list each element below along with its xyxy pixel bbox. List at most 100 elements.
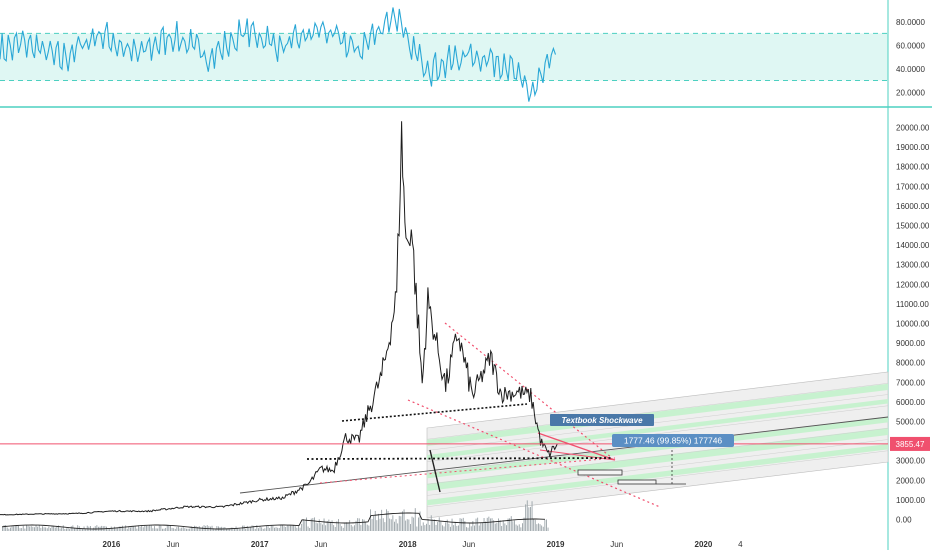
volume-bar <box>454 522 456 531</box>
volume-bar <box>294 526 296 531</box>
volume-bar <box>285 527 287 531</box>
volume-bar <box>45 527 47 531</box>
volume-bar <box>141 525 143 531</box>
x-tick-label: Jun <box>610 540 623 549</box>
volume-bar <box>488 516 490 531</box>
volume-bar <box>533 518 535 531</box>
volume-bar <box>338 519 339 531</box>
volume-bar <box>539 524 541 531</box>
neckline-upper <box>341 403 528 422</box>
volume-bar <box>309 527 311 531</box>
volume-bar <box>520 527 522 531</box>
price-tick-label: 2000.00 <box>896 476 925 485</box>
volume-bars <box>1 500 549 531</box>
volume-bar <box>37 526 39 531</box>
volume-bar <box>461 518 463 531</box>
volume-bar <box>381 509 383 531</box>
volume-bar <box>64 528 66 531</box>
volume-bar <box>323 518 325 531</box>
target-box-1 <box>577 469 623 476</box>
x-tick-label: 2018 <box>399 540 417 549</box>
volume-bar <box>400 516 402 531</box>
volume-bar <box>445 522 447 531</box>
price-tick-label: 1000.00 <box>896 496 925 505</box>
volume-bar <box>443 526 445 531</box>
volume-bar <box>192 527 194 531</box>
volume-bar <box>2 527 3 531</box>
volume-bar <box>546 519 547 531</box>
channel-median-line <box>239 416 889 494</box>
volume-bar <box>328 519 330 531</box>
volume-bar <box>498 518 499 531</box>
volume-bar <box>240 528 242 531</box>
volume-bar <box>458 525 459 531</box>
volume-bar <box>267 525 269 531</box>
volume-bar <box>416 526 418 531</box>
volume-bar <box>466 527 467 531</box>
volume-bar <box>288 525 290 531</box>
volume-bar <box>518 524 520 531</box>
volume-bar <box>13 526 15 531</box>
volume-bar <box>365 522 367 531</box>
volume-bar <box>526 500 528 531</box>
volume-bar <box>162 528 163 531</box>
volume-bar <box>173 528 175 531</box>
volume-bar <box>430 515 432 531</box>
volume-bar <box>258 528 259 531</box>
volume-bar <box>27 525 29 531</box>
volume-bar <box>43 527 45 531</box>
volume-bar <box>242 525 243 531</box>
volume-bar <box>150 525 152 531</box>
volume-bar <box>123 528 125 531</box>
volume-bar <box>120 526 122 531</box>
volume-bar <box>46 528 48 531</box>
volume-bar <box>21 528 23 531</box>
x-tick-label: 2016 <box>103 540 121 549</box>
volume-bar <box>142 527 144 531</box>
volume-bar <box>470 526 472 531</box>
price-tick-label: 0.00 <box>896 516 912 525</box>
volume-bar <box>147 526 149 531</box>
volume-bar <box>306 517 307 531</box>
volume-bar <box>422 522 424 531</box>
volume-bar <box>243 525 245 531</box>
price-pane: 20000.00 19000.00 18000.00 17000.00 16000.00… <box>0 121 930 549</box>
volume-bar <box>541 525 543 531</box>
volume-bar <box>10 527 11 531</box>
volume-bar <box>510 516 512 531</box>
annotation-shockwave-label: Textbook Shockwave <box>561 416 643 425</box>
price-tick-label: 6000.00 <box>896 398 925 407</box>
volume-bar <box>202 526 203 531</box>
volume-bar <box>213 528 215 531</box>
volume-bar <box>376 520 378 531</box>
volume-bar <box>18 525 19 531</box>
volume-bar <box>269 528 271 531</box>
volume-bar <box>214 528 216 531</box>
volume-bar <box>50 528 51 531</box>
volume-bar <box>181 527 183 531</box>
volume-bar <box>32 526 34 531</box>
volume-bar <box>29 526 31 531</box>
annotation-shockwave[interactable]: Textbook Shockwave <box>550 414 654 426</box>
volume-bar <box>230 527 232 531</box>
volume-bar <box>286 525 288 531</box>
volume-bar <box>485 521 487 531</box>
volume-bar <box>126 528 128 531</box>
volume-bar <box>398 515 400 531</box>
volume-bar <box>133 526 135 531</box>
x-tick-label: 2019 <box>547 540 565 549</box>
volume-bar <box>136 528 138 531</box>
volume-bar <box>418 517 419 531</box>
volume-bar <box>402 511 403 531</box>
volume-bar <box>74 528 75 531</box>
volume-bar <box>274 527 275 531</box>
volume-bar <box>48 526 50 531</box>
volume-bar <box>277 527 279 531</box>
volume-bar <box>333 525 335 531</box>
rsi-pane: 80.0000 60.0000 40.0000 20.0000 <box>0 7 925 102</box>
annotation-measure[interactable]: 1777.46 (99.85%) 177746 <box>612 434 734 447</box>
volume-bar <box>405 520 407 531</box>
price-tick-label: 16000.00 <box>896 202 930 211</box>
